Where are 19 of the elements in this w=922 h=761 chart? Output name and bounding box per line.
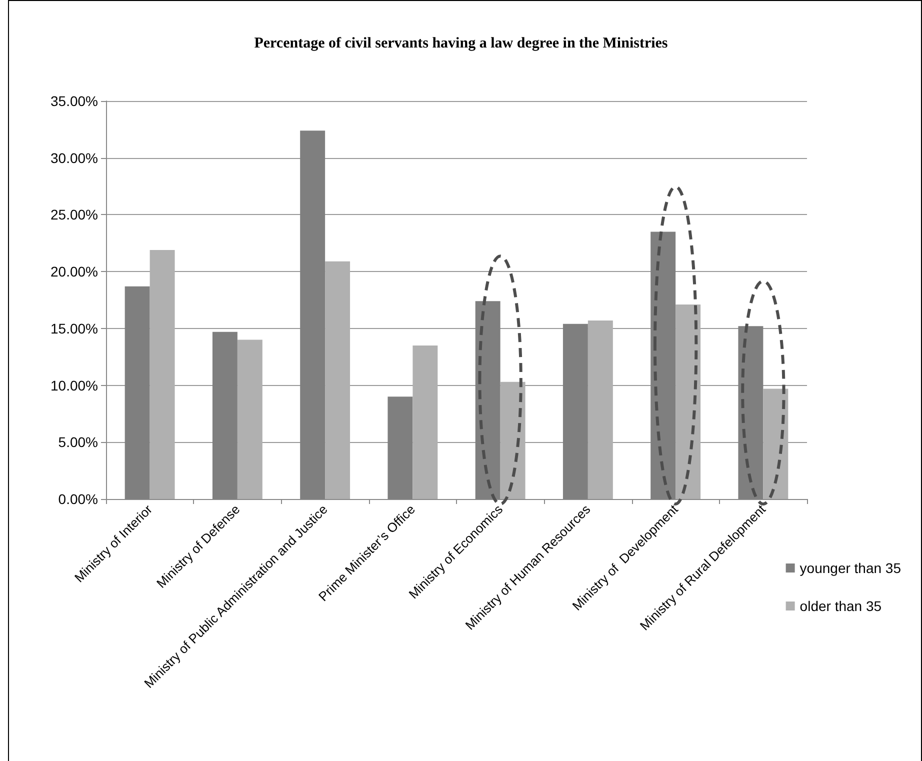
legend-label: younger than 35 — [800, 560, 902, 576]
bar — [500, 382, 526, 499]
y-tick-label: 15.00% — [50, 320, 98, 336]
bar — [237, 340, 262, 499]
bar — [588, 320, 613, 499]
legend-label: older than 35 — [800, 598, 882, 614]
bar — [325, 261, 350, 499]
y-tick-label: 30.00% — [50, 150, 98, 166]
bar — [763, 388, 788, 499]
bar — [412, 345, 438, 499]
y-tick-label: 10.00% — [50, 377, 98, 394]
y-tick-label: 20.00% — [50, 264, 98, 280]
chart-title: Percentage of civil servants having a law degree in the Ministries — [254, 36, 668, 52]
y-tick-label: 25.00% — [50, 206, 98, 223]
y-tick-label: 0.00% — [58, 491, 98, 507]
y-tick-label: 35.00% — [50, 93, 98, 109]
y-tick-label: 5.00% — [58, 434, 98, 450]
bar — [150, 250, 175, 499]
bar — [676, 304, 701, 499]
